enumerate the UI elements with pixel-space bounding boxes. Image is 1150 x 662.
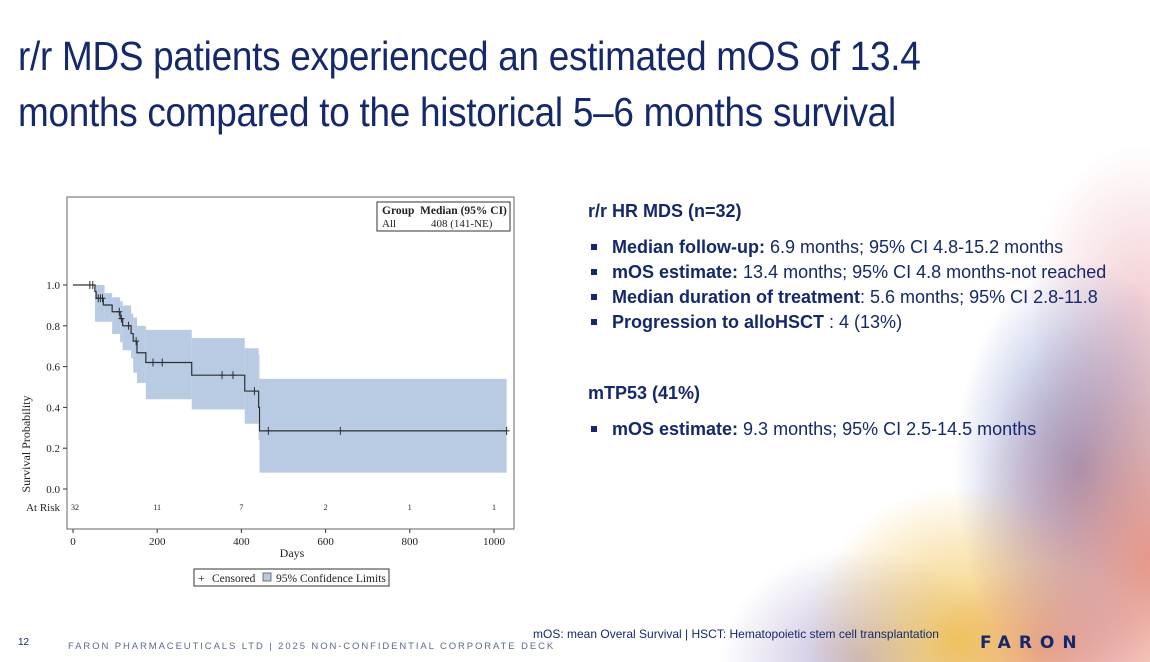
censored-mark [89, 281, 96, 289]
x-axis: 0 200 400 600 800 1000 [70, 529, 506, 548]
ci-band-segment [259, 378, 507, 473]
y-tick-label: 0.0 [46, 484, 60, 496]
censored-mark [116, 307, 123, 316]
censored-marks-layer [86, 281, 510, 435]
km-survival-chart: 0.0 0.2 0.4 0.6 0.8 1.0 0 200 400 600 800 1000 At … [0, 180, 560, 600]
at-risk-count: 32 [71, 503, 79, 512]
ci-band-segment [104, 293, 113, 322]
bullet-label: mOS estimate: [612, 419, 739, 439]
chart-legend: + Censored 95% Confidence Limits [193, 568, 390, 587]
footer-text: FARON PHARMACEUTICALS LTD | 2025 NON-CON… [68, 641, 556, 652]
y-tick-label: 0.2 [46, 443, 60, 455]
bullet-item: Median duration of treatment: 5.6 months… [588, 285, 1108, 310]
footnote: mOS: mean Overal Survival | HSCT: Hemato… [533, 627, 939, 641]
ci-band-segment [131, 313, 134, 359]
ci-band-segment [191, 338, 245, 410]
slide-title-line-1: r/r MDS patients experienced an estimate… [18, 33, 921, 79]
median-table-header-median: Median (95% CI) [420, 205, 507, 217]
x-tick-label: 1000 [483, 536, 506, 548]
bullet-label: Median follow-up: [612, 237, 765, 257]
x-tick-label: 0 [70, 536, 76, 548]
x-tick-label: 400 [233, 536, 250, 548]
x-tick-label: 600 [317, 536, 334, 548]
bullet-item: Progression to alloHSCT : 4 (13%) [588, 310, 1108, 335]
bullet-label: Median duration of treatment [612, 287, 861, 307]
at-risk-count: 11 [153, 503, 161, 512]
bullet-text: : 4 (13%) [824, 312, 903, 332]
ci-band-segment [136, 325, 146, 383]
censored-mark [337, 426, 344, 435]
ci-band-segment [112, 297, 121, 334]
page-number: 12 [18, 637, 30, 648]
slide-title-line-2: months compared to the historical 5–6 mo… [18, 89, 896, 135]
bullet-label: mOS estimate: [612, 262, 739, 282]
censored-mark [159, 358, 166, 367]
confidence-band-layer [94, 285, 507, 473]
legend-censored-label: Censored [212, 573, 256, 585]
bullet-text: 13.4 months; 95% CI 4.8 months-not reach… [738, 262, 1107, 282]
bullet-list: Median follow-up: 6.9 months; 95% CI 4.8… [588, 235, 1108, 335]
section-mtp53: mTP53 (41%) mOS estimate: 9.3 months; 95… [588, 380, 1108, 442]
bullet-text: : 5.6 months; 95% CI 2.8-11.8 [860, 287, 1098, 307]
median-table-group-value: All [382, 218, 396, 230]
legend-box [193, 568, 390, 587]
censored-mark [125, 321, 132, 330]
slide-title: r/r MDS patients experienced an estimate… [18, 28, 936, 140]
censored-mark [149, 358, 156, 367]
at-risk-label: At Risk [26, 502, 60, 514]
at-risk-row: At Risk 32 11 7 2 1 1 [26, 502, 496, 514]
x-axis-label: Days [280, 546, 305, 560]
section-heading: mTP53 (41%) [588, 383, 701, 403]
censored-mark [118, 314, 125, 323]
bullet-item: mOS estimate: 13.4 months; 95% CI 4.8 mo… [588, 260, 1108, 285]
km-chart-svg: 0.0 0.2 0.4 0.6 0.8 1.0 0 200 400 600 800 1000 At … [19, 196, 515, 587]
legend-ci-label: 95% Confidence Limits [276, 573, 386, 585]
y-axis-label: Survival Probability [19, 396, 33, 493]
y-tick-label: 1.0 [46, 280, 60, 292]
censored-mark [219, 371, 226, 380]
y-tick-label: 0.8 [46, 321, 60, 333]
at-risk-count: 7 [239, 503, 243, 512]
bullet-item: Median follow-up: 6.9 months; 95% CI 4.8… [588, 235, 1108, 260]
y-tick-label: 0.4 [46, 402, 60, 414]
censored-mark [133, 337, 140, 346]
censored-mark [265, 426, 272, 435]
section-heading: r/r HR MDS (n=32) [588, 201, 742, 221]
median-table: Group Median (95% CI) All 408 (141-NE) [376, 201, 511, 232]
at-risk-count: 2 [324, 503, 328, 512]
faron-logo: FARON [980, 633, 1085, 653]
legend-censored-symbol: + [198, 571, 205, 585]
censored-mark [229, 371, 236, 380]
bullet-label: Progression to alloHSCT [612, 312, 825, 332]
median-table-median-value: 408 (141-NE) [431, 218, 493, 230]
plot-frame [66, 196, 515, 530]
censored-mark [503, 426, 510, 435]
legend-ci-swatch [262, 572, 272, 582]
median-table-box [376, 201, 511, 232]
results-panel: r/r HR MDS (n=32) Median follow-up: 6.9 … [588, 198, 1108, 442]
y-axis: 0.0 0.2 0.4 0.6 0.8 1.0 [46, 280, 67, 496]
x-tick-label: 200 [149, 536, 166, 548]
ci-band-segment [94, 285, 105, 322]
bullet-list: mOS estimate: 9.3 months; 95% CI 2.5-14.… [588, 417, 1108, 442]
section-rr-hr-mds: r/r HR MDS (n=32) Median follow-up: 6.9 … [588, 198, 1108, 335]
at-risk-count: 1 [492, 503, 496, 512]
y-tick-label: 0.6 [46, 362, 60, 374]
censored-mark [99, 294, 106, 303]
ci-band-segment [244, 348, 259, 424]
x-tick-label: 800 [402, 536, 419, 548]
ci-band-segment [122, 305, 132, 351]
median-table-header-group: Group [382, 205, 414, 217]
at-risk-count: 1 [408, 503, 412, 512]
bullet-text: 6.9 months; 95% CI 4.8-15.2 months [764, 237, 1064, 257]
censored-mark [251, 387, 258, 396]
bullet-text: 9.3 months; 95% CI 2.5-14.5 months [738, 419, 1037, 439]
ci-band-segment [133, 317, 137, 373]
bullet-item: mOS estimate: 9.3 months; 95% CI 2.5-14.… [588, 417, 1108, 442]
